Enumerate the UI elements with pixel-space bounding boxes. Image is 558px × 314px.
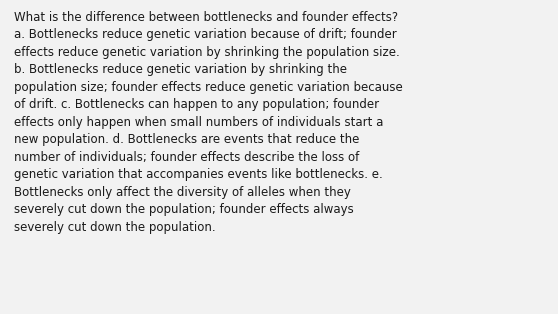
- Text: What is the difference between bottlenecks and founder effects?
a. Bottlenecks r: What is the difference between bottlenec…: [14, 11, 403, 234]
